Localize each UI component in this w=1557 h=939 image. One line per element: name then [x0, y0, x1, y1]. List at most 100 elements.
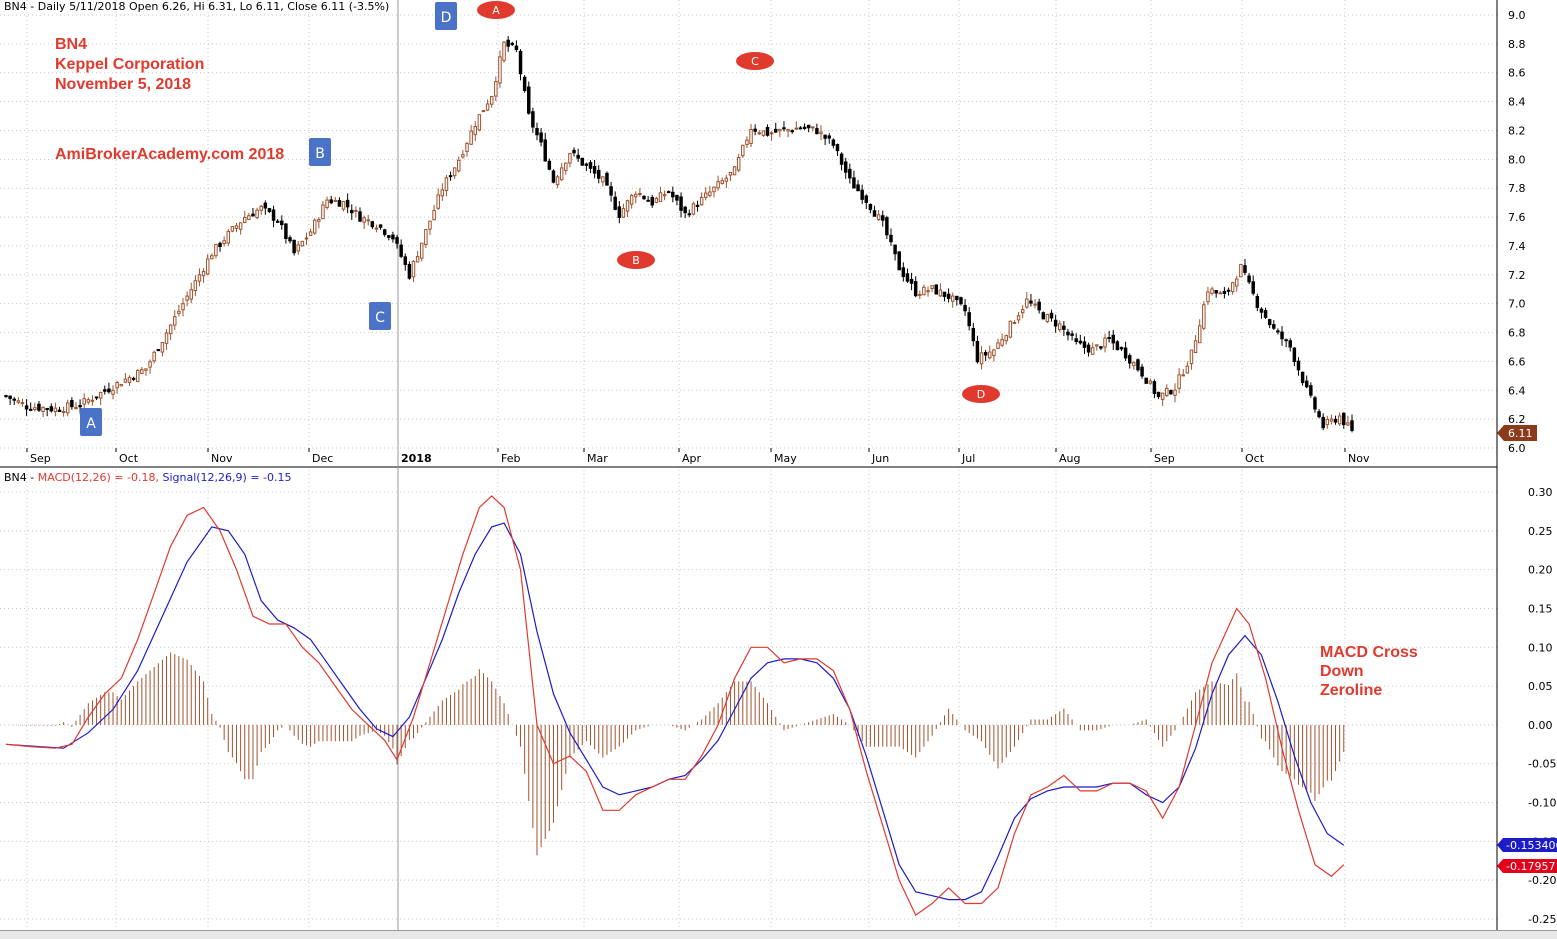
- price-grid: [0, 0, 1497, 452]
- x-tick-label: Feb: [501, 452, 520, 465]
- macd-value-marker: -0.17957: [1497, 859, 1557, 873]
- candle-body: [638, 193, 642, 196]
- price-y-tick: 7.8: [1508, 182, 1526, 195]
- candle-body: [230, 226, 235, 232]
- candle-body: [605, 172, 609, 186]
- candle-body: [86, 399, 91, 403]
- candle-body: [642, 195, 646, 200]
- price-y-tick: 6.6: [1508, 355, 1526, 368]
- candle-body: [1045, 313, 1050, 323]
- candle-body: [263, 202, 268, 209]
- candle-body: [732, 166, 737, 176]
- candle-body: [646, 199, 650, 202]
- candle-body: [1342, 412, 1346, 426]
- candle-body: [197, 274, 202, 282]
- candle-body: [1181, 374, 1185, 377]
- macd-header-macd: MACD(12,26) = -0.18,: [38, 471, 163, 484]
- candle-body: [325, 199, 329, 208]
- candle-body: [465, 143, 469, 152]
- candle-body: [691, 203, 696, 215]
- candle-body: [1346, 422, 1350, 426]
- candle-body: [753, 128, 757, 132]
- macd-histogram: [9, 652, 1345, 856]
- wave-box-c: C: [369, 302, 391, 330]
- candle-body: [1062, 325, 1066, 330]
- candle-body: [716, 181, 720, 189]
- candle-body: [1074, 338, 1078, 343]
- candle-body: [773, 128, 778, 133]
- candle-body: [407, 263, 412, 279]
- candle-body: [1037, 301, 1041, 311]
- candle-body: [452, 167, 457, 177]
- candle-body: [234, 225, 239, 229]
- candle-body: [835, 143, 840, 152]
- candle-body: [1173, 389, 1177, 396]
- candle-body: [494, 81, 498, 97]
- wave-box-d: D: [435, 2, 457, 30]
- candlestick-series: [4, 36, 1354, 433]
- signal-line: [5, 522, 1345, 901]
- macd-header-prefix: BN4 -: [4, 471, 38, 484]
- candle-body: [1008, 320, 1013, 338]
- candle-body: [658, 192, 663, 202]
- candle-body: [959, 297, 963, 305]
- candle-body: [946, 293, 951, 299]
- price-y-tick: 6.4: [1508, 384, 1526, 397]
- candle-body: [1350, 420, 1354, 431]
- candle-body: [572, 149, 576, 154]
- candle-body: [782, 127, 786, 130]
- candle-body: [312, 219, 317, 234]
- candle-body: [1029, 300, 1033, 304]
- candle-body: [255, 209, 259, 219]
- candle-body: [979, 352, 984, 365]
- candle-body: [37, 403, 41, 411]
- candle-body: [345, 199, 350, 208]
- x-tick-label: Mar: [587, 452, 608, 465]
- candle-body: [1230, 282, 1235, 293]
- candle-body: [527, 86, 531, 114]
- candle-body: [94, 396, 99, 399]
- candle-body: [243, 216, 247, 223]
- candle-body: [201, 270, 206, 277]
- candle-body: [1259, 308, 1264, 313]
- candle-body: [679, 196, 683, 211]
- candle-body: [1095, 344, 1099, 347]
- candle-body: [284, 223, 288, 239]
- sheet-tab-bar[interactable]: [0, 930, 1557, 939]
- candle-body: [337, 200, 342, 207]
- candle-body: [370, 221, 375, 228]
- candle-body: [415, 256, 420, 263]
- site-label: AmiBrokerAcademy.com 2018: [55, 146, 284, 163]
- candle-body: [913, 281, 918, 297]
- candle-body: [666, 191, 671, 194]
- macd-y-tick: 0.05: [1528, 680, 1553, 693]
- candle-body: [53, 407, 58, 413]
- x-tick-label: Oct: [119, 452, 139, 465]
- candle-body: [1152, 381, 1157, 395]
- candle-body: [193, 280, 198, 292]
- macd-note-line-2: Down: [1320, 663, 1364, 680]
- last-price-label: 6.11: [1508, 427, 1533, 440]
- candle-body: [247, 215, 251, 220]
- macd-y-tick: 0.30: [1528, 486, 1553, 499]
- candle-body: [271, 209, 276, 221]
- candle-body: [856, 184, 860, 192]
- candle-body: [1226, 289, 1231, 292]
- price-y-tick: 7.0: [1508, 298, 1526, 311]
- macd-y-tick: 0.25: [1528, 525, 1553, 538]
- candle-body: [210, 255, 214, 260]
- candle-body: [934, 284, 938, 295]
- candle-body: [1235, 278, 1239, 287]
- candle-body: [148, 361, 152, 368]
- candle-body: [411, 261, 416, 278]
- candle-body: [1119, 346, 1124, 350]
- candle-body: [432, 209, 436, 221]
- candle-body: [111, 389, 115, 395]
- candle-body: [671, 191, 675, 198]
- candle-body: [761, 130, 766, 136]
- wave-oval-a-label: A: [492, 4, 500, 17]
- candle-body: [778, 128, 782, 132]
- candle-body: [650, 196, 654, 206]
- candle-body: [20, 402, 25, 405]
- candle-body: [749, 128, 753, 144]
